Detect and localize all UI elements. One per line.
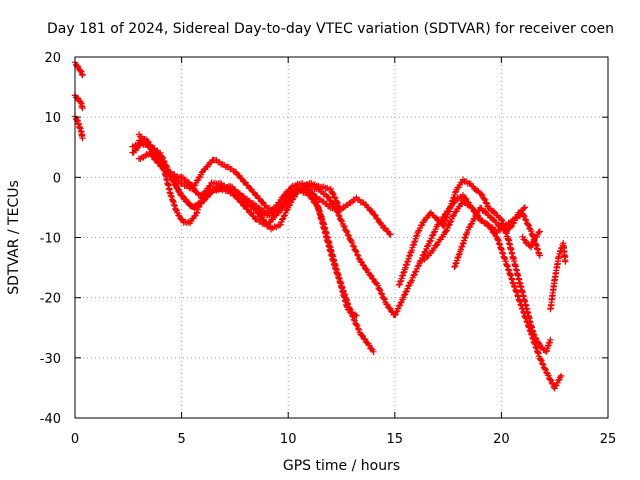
series-track-13 [519,228,543,251]
plot-frame [74,56,609,419]
data-point-markers [395,176,554,355]
x-tick-label: 10 [280,432,297,447]
data-marks [71,59,569,392]
x-tick-label: 0 [71,432,79,447]
y-axis-label: SDTVAR / TECUs [6,180,22,295]
data-point-markers [135,137,377,355]
chart-title: Day 181 of 2024, Sidereal Day-to-day VTE… [47,21,614,37]
x-tick-label: 20 [493,432,510,447]
axis-ticks [74,56,609,419]
y-tick-label: 10 [44,111,61,126]
data-point-markers [417,197,543,265]
tick-labels: 0 5 10 15 20 25 -40 -30 -20 -10 0 10 20 [40,51,617,447]
series-track-5 [129,138,565,392]
x-axis-label: GPS time / hours [283,458,400,474]
data-point-markers [135,131,360,319]
series-track-12 [547,240,569,313]
y-tick-label: 20 [44,51,61,66]
series-track-8 [135,150,343,217]
y-tick-label: -40 [40,412,61,427]
data-point-markers [129,138,565,392]
data-point-markers [135,150,343,217]
data-point-markers [547,240,569,313]
x-tick-label: 5 [177,432,185,447]
data-point-markers [71,92,86,112]
x-tick-label: 15 [387,432,404,447]
series-track-10 [417,197,543,265]
y-tick-label: 0 [53,171,61,186]
series-track-2 [71,92,86,112]
y-tick-label: -30 [40,352,61,367]
data-point-markers [71,59,86,79]
y-tick-label: -10 [40,232,61,247]
series-track-11 [451,204,529,271]
grid-lines [75,57,608,418]
series-track-1 [71,59,86,79]
series-track-6 [135,137,377,355]
y-tick-label: -20 [40,292,61,307]
series-track-9 [395,176,554,355]
data-point-markers [519,228,543,251]
series-track-7 [135,131,360,319]
data-point-markers [451,204,529,271]
x-tick-label: 25 [600,432,617,447]
